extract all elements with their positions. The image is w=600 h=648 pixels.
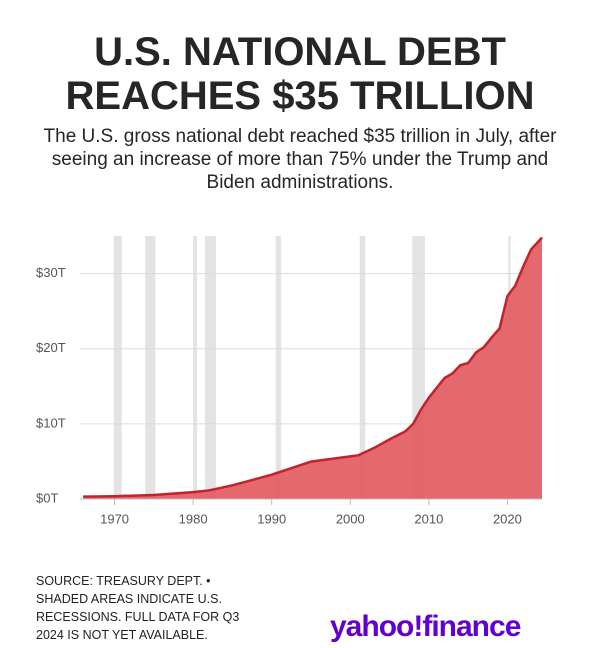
recession-band [204,236,216,499]
note: SOURCE: TREASURY DEPT. • SHADED AREAS IND… [36,572,239,644]
y-tick-label: $10T [36,415,66,430]
line [83,236,543,498]
y-tick-label: $20T [36,340,66,355]
recession-band [275,236,282,499]
x-tick-label: 2000 [336,511,365,526]
subtitle: The U.S. gross national debt reached $35… [43,126,557,193]
recession-band [193,236,198,499]
y-tick-label: $0T [36,490,58,505]
x-tick-label: 2010 [414,511,443,526]
recession-band [359,236,366,499]
x-tick-label: 2020 [493,511,522,526]
note-line: 2024 IS NOT YET AVAILABLE. [36,628,208,642]
x-tick-label: 1970 [100,511,129,526]
logo-part: yahoo! [330,610,423,643]
note-line: RECESSIONS. FULL DATA FOR Q3 [36,610,240,624]
x-tick-label: 1980 [179,511,208,526]
recession-band [113,236,122,499]
note-line: SHADED AREAS INDICATE U.S. [36,592,222,606]
logo: yahoo!finance [330,610,521,644]
title: U.S. NATIONAL DEBT REACHES $35 TRILLION [65,30,535,118]
y-tick-label: $30T [36,265,66,280]
area [83,237,543,499]
recession-band [145,236,156,499]
x-tick-label: 1990 [257,511,286,526]
logo-part: finance [422,610,521,643]
note-line: SOURCE: TREASURY DEPT. • [36,574,211,588]
